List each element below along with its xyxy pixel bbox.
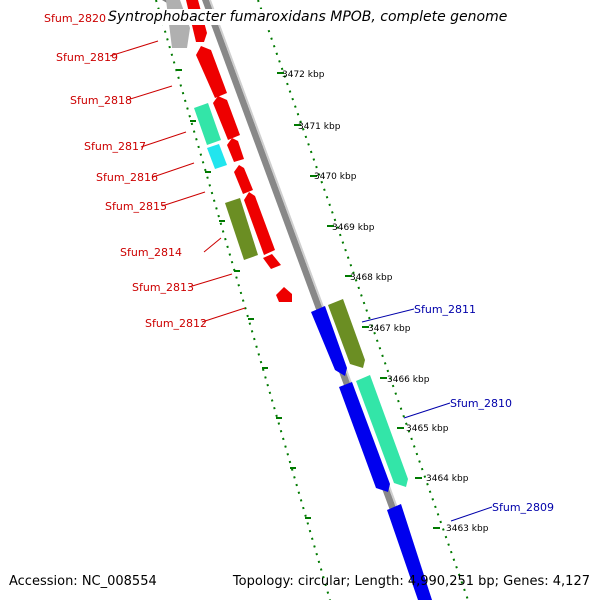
kbp-label: 3472 kbp	[282, 70, 325, 80]
gene-label[interactable]: Sfum_2819	[56, 51, 118, 64]
leader-line	[161, 191, 206, 207]
leader-line	[140, 131, 187, 148]
kbp-label: 3466 kbp	[387, 375, 430, 385]
right-tick-marks	[277, 72, 440, 529]
gene-label[interactable]: Sfum_2810	[450, 397, 512, 410]
gene-aquamarine-2810[interactable]	[356, 375, 408, 487]
right-leader-lines	[361, 308, 493, 522]
gene-red-2818[interactable]	[213, 96, 240, 140]
leader-line	[450, 506, 493, 522]
gene-label[interactable]: Sfum_2815	[105, 200, 167, 213]
gene-blue-2809[interactable]	[387, 504, 432, 600]
gene-label[interactable]: Sfum_2813	[132, 281, 194, 294]
leader-line	[188, 273, 233, 288]
gene-red-2816[interactable]	[234, 165, 253, 194]
leader-line	[152, 162, 195, 178]
page-title: Syntrophobacter fumaroxidans MPOB, compl…	[106, 9, 510, 25]
gene-label[interactable]: Sfum_2814	[120, 246, 182, 259]
gene-label[interactable]: Sfum_2812	[145, 317, 207, 330]
gene-blue-2810[interactable]	[339, 382, 390, 492]
gene-red-2815[interactable]	[244, 192, 275, 255]
right-gene-labels: Sfum_2811 Sfum_2810 Sfum_2809	[414, 303, 554, 514]
kbp-label: 3471 kbp	[298, 122, 341, 132]
gene-label[interactable]: Sfum_2818	[70, 94, 132, 107]
gene-label[interactable]: Sfum_2809	[492, 501, 554, 514]
gene-label[interactable]: Sfum_2817	[84, 140, 146, 153]
left-tick-marks	[176, 69, 311, 519]
gene-label[interactable]: Sfum_2820	[44, 12, 106, 25]
gene-red-2812[interactable]	[276, 287, 292, 302]
gene-aquamarine-2817[interactable]	[194, 103, 221, 145]
leader-line	[126, 85, 173, 101]
leader-line	[361, 308, 415, 323]
leader-line	[109, 40, 159, 57]
accession-text: Accession: NC_008554	[9, 574, 157, 589]
left-leader-lines	[109, 40, 246, 323]
kbp-label: 3463 kbp	[446, 524, 489, 534]
gene-red-2817[interactable]	[227, 138, 244, 162]
kbp-label: 3470 kbp	[314, 172, 357, 182]
kbp-label: 3465 kbp	[406, 424, 449, 434]
kbp-label: 3468 kbp	[350, 273, 393, 283]
gene-red-2813[interactable]	[263, 254, 281, 269]
gene-olive-2814[interactable]	[225, 198, 258, 260]
right-tick-guide	[257, 0, 469, 600]
gene-blue-2811[interactable]	[311, 306, 347, 376]
leader-line	[403, 402, 451, 419]
gene-olive-2811[interactable]	[328, 299, 365, 368]
gene-cyan-2816[interactable]	[207, 144, 227, 169]
kbp-label: 3467 kbp	[368, 324, 411, 334]
genome-summary-text: Topology: circular; Length: 4,990,251 bp…	[232, 574, 590, 589]
left-tick-guide	[155, 0, 331, 600]
kbp-label: 3469 kbp	[332, 223, 375, 233]
kbp-label: 3464 kbp	[426, 474, 469, 484]
gene-label[interactable]: Sfum_2816	[96, 171, 158, 184]
gene-red-2819[interactable]	[196, 46, 227, 98]
gene-label[interactable]: Sfum_2811	[414, 303, 476, 316]
leader-line	[203, 237, 222, 253]
leader-line	[201, 307, 246, 323]
kbp-labels: 3472 kbp 3471 kbp 3470 kbp 3469 kbp 3468…	[282, 70, 489, 534]
left-gene-labels: Sfum_2820 Sfum_2819 Sfum_2818 Sfum_2817 …	[44, 12, 207, 330]
